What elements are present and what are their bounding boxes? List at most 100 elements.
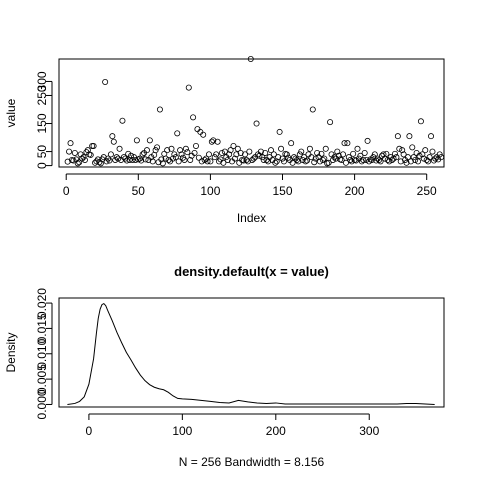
scatter-point	[257, 148, 264, 155]
scatter-point	[403, 159, 410, 166]
scatter-point	[436, 151, 443, 158]
scatter-point	[344, 140, 351, 147]
scatter-point	[298, 148, 305, 155]
scatter-point	[184, 149, 191, 156]
scatter-point	[311, 159, 318, 166]
scatter-point	[399, 147, 406, 154]
scatter-point	[149, 158, 156, 165]
scatter-point	[226, 151, 233, 158]
scatter-point	[438, 154, 445, 161]
scatter-point	[113, 154, 120, 161]
scatter-point	[84, 147, 91, 154]
scatter-point	[201, 156, 208, 163]
scatter-point	[394, 133, 401, 140]
density-y-axis-label: Density	[4, 332, 18, 372]
scatter-point	[306, 145, 313, 152]
scatter-point	[194, 126, 201, 133]
scatter-point	[340, 151, 347, 158]
scatter-point	[393, 154, 400, 161]
scatter-point	[164, 147, 171, 154]
scatter-point	[256, 152, 263, 159]
scatter-y-tick-label: 0	[35, 162, 49, 169]
scatter-point	[279, 155, 286, 162]
scatter-point	[90, 142, 97, 149]
scatter-point	[192, 142, 199, 149]
scatter-point	[338, 156, 345, 163]
scatter-point	[97, 160, 104, 167]
scatter-point	[187, 156, 194, 163]
scatter-point	[272, 159, 279, 166]
density-x-tick-label: 200	[266, 424, 286, 438]
scatter-point	[158, 156, 165, 163]
scatter-x-tick-label: 200	[345, 184, 365, 198]
scatter-y-tick-label: 150	[35, 113, 49, 133]
scatter-point	[357, 152, 364, 159]
scatter-y-tick-label: 300	[35, 71, 49, 91]
scatter-x-tick-label: 150	[272, 184, 292, 198]
scatter-point	[350, 150, 357, 157]
scatter-point	[312, 155, 319, 162]
scatter-point	[387, 154, 394, 161]
scatter-x-axis-label: Index	[237, 211, 266, 225]
scatter-point	[106, 157, 113, 164]
scatter-point	[288, 140, 295, 147]
scatter-point	[409, 144, 416, 151]
scatter-point	[327, 119, 334, 126]
density-y-tick-label: 0.000	[35, 389, 49, 419]
scatter-point	[308, 154, 315, 161]
scatter-point	[304, 157, 311, 164]
density-plot: density.default(x = value) 0 100 200 300 0.…	[4, 264, 445, 469]
density-x-tick-label: 100	[172, 424, 192, 438]
scatter-point	[345, 154, 352, 161]
scatter-point	[190, 114, 197, 121]
scatter-x-tick-label: 100	[200, 184, 220, 198]
scatter-point	[335, 152, 342, 159]
scatter-point	[230, 142, 237, 149]
scatter-point	[165, 156, 172, 163]
scatter-point	[246, 148, 253, 155]
scatter-point	[396, 145, 403, 152]
scatter-point	[296, 151, 303, 158]
scatter-point	[267, 147, 274, 154]
scatter-point	[253, 120, 260, 127]
scatter-point	[74, 160, 81, 167]
scatter-point	[191, 149, 198, 156]
scatter-point	[380, 151, 387, 158]
density-x-tick-label: 300	[359, 424, 379, 438]
scatter-point	[322, 145, 329, 152]
scatter-point	[142, 156, 149, 163]
scatter-point	[407, 158, 414, 165]
scatter-point	[420, 155, 427, 162]
scatter-point	[116, 145, 123, 152]
scatter-point	[71, 149, 78, 156]
scatter-point	[373, 157, 380, 164]
scatter-point	[168, 145, 175, 152]
scatter-point	[146, 137, 153, 144]
scatter-point	[210, 137, 217, 144]
scatter-point	[341, 140, 348, 147]
scatter-point	[143, 147, 150, 154]
scatter-point	[428, 133, 435, 140]
scatter-point	[224, 156, 231, 163]
scatter-point	[175, 158, 182, 165]
scatter-point	[162, 155, 169, 162]
scatter-point	[429, 148, 436, 155]
scatter-x-tick-label: 250	[417, 184, 437, 198]
scatter-point	[342, 159, 349, 166]
scatter-point	[167, 158, 174, 165]
density-y-tick-label: 0.020	[35, 288, 49, 318]
scatter-point	[329, 156, 336, 163]
scatter-point	[386, 158, 393, 165]
scatter-point	[250, 155, 257, 162]
scatter-point	[213, 151, 220, 158]
scatter-point	[328, 151, 335, 158]
scatter-point	[233, 151, 240, 158]
scatter-point	[348, 158, 355, 165]
scatter-point	[218, 149, 225, 156]
scatter-point	[243, 156, 250, 163]
scatter-point	[182, 145, 189, 152]
scatter-point	[126, 156, 133, 163]
